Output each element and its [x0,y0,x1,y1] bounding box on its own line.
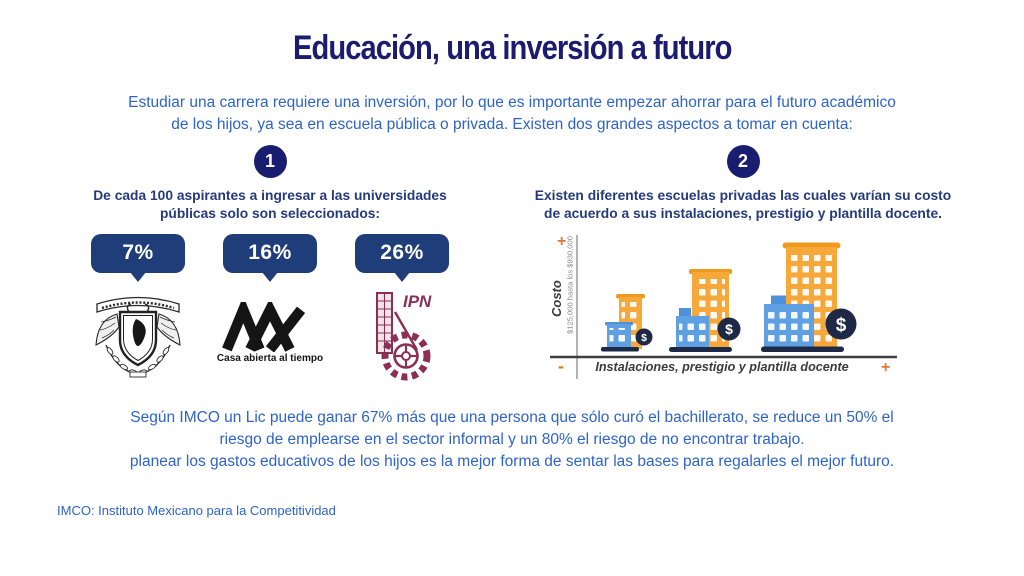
cost-chart-graphic: + - + Costo $125,000 hasta los $930,000 … [549,233,897,379]
percentage-badge-unam: 7% [91,233,185,273]
badge-tail [262,271,278,282]
unam-logo [95,296,181,378]
section-public-universities: 1 De cada 100 aspirantes a ingresar a la… [60,145,480,384]
badge-tail [394,271,410,282]
section-private-schools: 2 Existen diferentes escuelas privadas l… [528,145,958,391]
stat-column-uam: 16% Casa abierta al tiempo [212,233,328,364]
uam-motto: Casa abierta al tiempo [216,352,324,364]
x-axis-label: Instalaciones, prestigio y plantilla doc… [595,360,848,374]
school-large: $ [761,242,857,352]
dollar-circle-large [825,308,857,340]
ipn-logo-text: IPN [403,292,432,311]
imco-source-note: IMCO: Instituto Mexicano para la Competi… [57,503,336,518]
dollar-sign-small: $ [641,332,647,344]
section-1-heading-line-1: De cada 100 aspirantes a ingresar a las … [93,188,447,203]
y-axis-plus: + [557,233,566,250]
section-1-heading-line-2: públicas solo son seleccionados: [159,205,381,221]
page-title: Educación, una inversión a futuro [292,27,732,68]
dollar-sign-medium: $ [725,321,733,337]
x-axis-plus: + [881,359,890,376]
uam-logo-box: Casa abierta al tiempo [216,301,324,364]
school-medium: $ [669,268,741,352]
school-small: $ [601,293,653,352]
dollar-circle-small [635,328,653,346]
ipn-logo-box: IPN [359,288,445,384]
conclusion-paragraph: Según IMCO un Lic puede ganar 67% más qu… [60,407,964,473]
badge-tail [130,271,146,282]
percentage-badge-ipn: 26% [355,233,449,273]
intro-paragraph: Estudiar una carrera requiere una invers… [72,92,952,136]
stat-column-ipn: 26% IPN [344,233,460,384]
dollar-circle-medium [717,317,741,341]
unam-logo-box [89,288,187,380]
section-2-number-badge: 2 [726,145,760,178]
percentage-badge-uam: 16% [223,233,317,273]
dollar-sign-large: $ [836,315,847,336]
y-axis-range: $125,000 hasta los $930,000 [566,236,575,334]
conclusion-line-2: riesgo de emplearse en el sector informa… [219,431,805,448]
y-axis-minus: - [558,356,564,376]
section-2-heading: Existen diferentes escuelas privadas las… [528,187,958,223]
y-axis-label: Costo [549,280,564,317]
stat-column-unam: 7% [80,233,196,380]
ipn-logo: IPN [376,291,432,381]
section-1-number-badge: 1 [253,145,287,178]
conclusion-line-3: planear los gastos educativos de los hij… [129,453,895,470]
intro-line-2: de los hijos, ya sea en escuela pública … [171,116,853,133]
section-2-heading-line-2: de acuerdo a sus instalaciones, prestigi… [544,205,942,221]
acceptance-stats-row: 7% [60,233,480,384]
uam-logo [222,301,306,352]
cost-chart: + - + Costo $125,000 hasta los $930,000 … [547,229,939,391]
intro-line-1: Estudiar una carrera requiere una invers… [128,94,896,111]
section-2-heading-line-1: Existen diferentes escuelas privadas las… [534,188,952,203]
conclusion-line-1: Según IMCO un Lic puede ganar 67% más qu… [130,409,894,426]
section-1-heading: De cada 100 aspirantes a ingresar a las … [60,187,480,223]
